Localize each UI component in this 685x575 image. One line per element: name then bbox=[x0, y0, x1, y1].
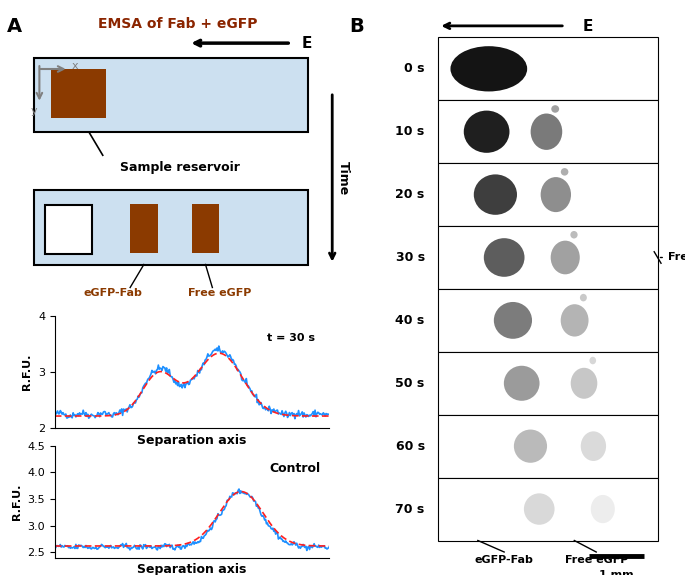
Text: $\mathbf{E}$: $\mathbf{E}$ bbox=[582, 18, 593, 34]
Ellipse shape bbox=[551, 105, 559, 113]
Ellipse shape bbox=[561, 304, 588, 336]
Ellipse shape bbox=[590, 356, 596, 365]
X-axis label: Separation axis: Separation axis bbox=[137, 434, 247, 447]
Text: EMSA of Fab + eGFP: EMSA of Fab + eGFP bbox=[99, 17, 258, 31]
FancyBboxPatch shape bbox=[438, 415, 658, 478]
Ellipse shape bbox=[524, 493, 555, 525]
Text: Free eGFP: Free eGFP bbox=[188, 288, 251, 297]
Ellipse shape bbox=[571, 231, 577, 239]
FancyBboxPatch shape bbox=[130, 204, 158, 253]
Text: Sample reservoir: Sample reservoir bbox=[120, 161, 240, 174]
Text: 20 s: 20 s bbox=[395, 188, 425, 201]
FancyBboxPatch shape bbox=[192, 204, 219, 253]
Ellipse shape bbox=[504, 366, 540, 401]
FancyBboxPatch shape bbox=[438, 100, 658, 163]
FancyBboxPatch shape bbox=[51, 69, 106, 118]
Text: 10 s: 10 s bbox=[395, 125, 425, 138]
Text: 50 s: 50 s bbox=[395, 377, 425, 390]
Ellipse shape bbox=[494, 302, 532, 339]
Text: 40 s: 40 s bbox=[395, 314, 425, 327]
Y-axis label: R.F.U.: R.F.U. bbox=[12, 484, 22, 520]
Text: 60 s: 60 s bbox=[395, 440, 425, 453]
Text: A: A bbox=[7, 17, 22, 36]
FancyBboxPatch shape bbox=[438, 226, 658, 289]
FancyBboxPatch shape bbox=[438, 478, 658, 540]
Text: Free eGFP: Free eGFP bbox=[564, 555, 628, 565]
Text: Control: Control bbox=[269, 462, 321, 476]
Ellipse shape bbox=[464, 110, 510, 153]
Text: Time: Time bbox=[337, 161, 350, 196]
Y-axis label: R.F.U.: R.F.U. bbox=[23, 354, 32, 390]
FancyBboxPatch shape bbox=[34, 58, 308, 132]
Text: 0 s: 0 s bbox=[404, 62, 425, 75]
Text: eGFP-Fab: eGFP-Fab bbox=[475, 555, 534, 565]
Text: t = 30 s: t = 30 s bbox=[267, 333, 315, 343]
Text: x: x bbox=[72, 61, 79, 71]
FancyBboxPatch shape bbox=[34, 190, 308, 264]
Ellipse shape bbox=[540, 177, 571, 212]
FancyBboxPatch shape bbox=[45, 205, 92, 254]
Ellipse shape bbox=[514, 430, 547, 463]
Text: 1 mm: 1 mm bbox=[599, 570, 634, 575]
FancyBboxPatch shape bbox=[438, 289, 658, 352]
Ellipse shape bbox=[581, 431, 606, 461]
X-axis label: Separation axis: Separation axis bbox=[137, 564, 247, 575]
Text: $\mathbf{E}$: $\mathbf{E}$ bbox=[301, 35, 312, 51]
FancyBboxPatch shape bbox=[438, 352, 658, 415]
Ellipse shape bbox=[474, 174, 517, 215]
Text: 70 s: 70 s bbox=[395, 503, 425, 516]
Ellipse shape bbox=[484, 238, 525, 277]
FancyBboxPatch shape bbox=[438, 163, 658, 226]
Ellipse shape bbox=[571, 368, 597, 399]
Text: 30 s: 30 s bbox=[395, 251, 425, 264]
Text: B: B bbox=[349, 17, 364, 36]
Text: y: y bbox=[31, 106, 38, 116]
Ellipse shape bbox=[590, 495, 615, 523]
Ellipse shape bbox=[580, 294, 587, 301]
Ellipse shape bbox=[551, 241, 580, 274]
Ellipse shape bbox=[561, 168, 569, 175]
FancyBboxPatch shape bbox=[438, 37, 658, 100]
Text: eGFP-Fab: eGFP-Fab bbox=[84, 288, 142, 297]
Ellipse shape bbox=[531, 113, 562, 150]
Text: Free dye: Free dye bbox=[660, 252, 685, 263]
Ellipse shape bbox=[451, 46, 527, 91]
